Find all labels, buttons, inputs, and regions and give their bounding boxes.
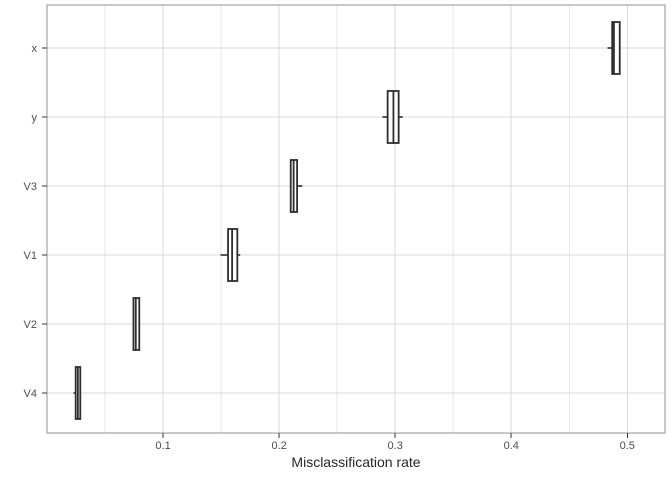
gridlines-minor [104, 5, 570, 433]
x-tick-labels: 0.1 0.2 0.3 0.4 0.5 [155, 440, 635, 452]
x-tick-label: 0.5 [620, 440, 635, 452]
y-category-label: y [32, 112, 38, 124]
x-tick-label: 0.3 [388, 440, 403, 452]
iqr-box [611, 21, 621, 75]
boxplot-V3 [289, 159, 303, 213]
panel-border [46, 4, 666, 434]
x-tick-label: 0.1 [155, 440, 170, 452]
boxplot-V2 [132, 297, 141, 351]
boxplots [73, 21, 621, 420]
y-category-label: x [32, 43, 38, 55]
y-category-label: V2 [24, 319, 37, 331]
gridlines-major [47, 5, 665, 433]
x-axis-title: Misclassification rate [291, 454, 420, 470]
boxplot-V4 [73, 366, 82, 420]
panel-background [47, 5, 665, 433]
x-tick-label: 0.4 [504, 440, 519, 452]
boxplot-x [607, 21, 621, 75]
y-category-label: V3 [24, 181, 37, 193]
y-category-label: V1 [24, 250, 37, 262]
x-tick-label: 0.2 [271, 440, 286, 452]
boxplot-V1 [220, 228, 241, 282]
y-category-labels: x y V3 V1 V2 V4 [24, 43, 38, 400]
boxplot-y [382, 90, 403, 144]
axis-ticks [42, 47, 628, 438]
y-category-label: V4 [24, 388, 37, 400]
